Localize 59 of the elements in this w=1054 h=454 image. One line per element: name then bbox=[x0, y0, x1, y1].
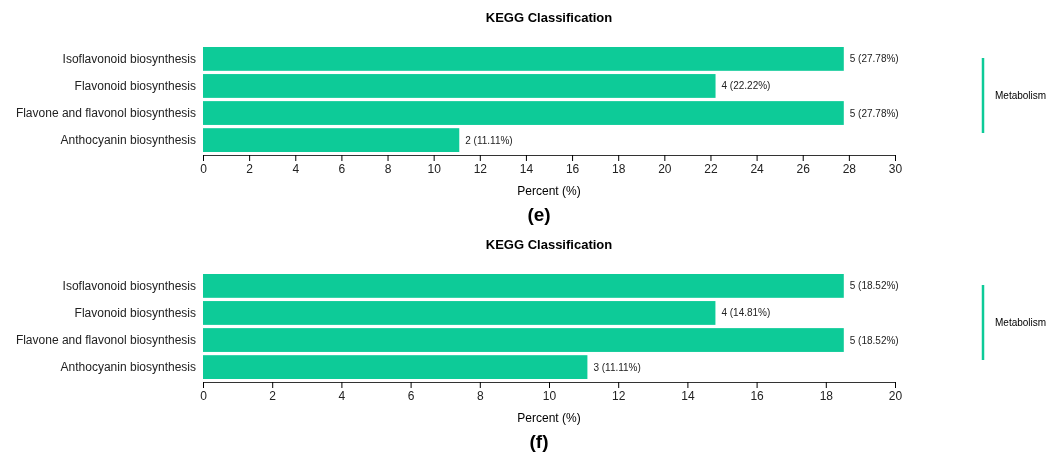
bar bbox=[203, 355, 588, 379]
x-tick-label: 14 bbox=[681, 388, 695, 403]
x-tick-label: 8 bbox=[476, 388, 484, 403]
x-axis-title: Percent (%) bbox=[517, 184, 581, 198]
x-tick-label: 6 bbox=[338, 161, 346, 176]
y-tick-label: Isoflavonoid biosynthesis bbox=[62, 52, 196, 67]
data-label: 5 (27.78%) bbox=[849, 53, 899, 65]
x-tick-label: 2 bbox=[269, 388, 277, 403]
y-tick-label: Anthocyanin biosynthesis bbox=[60, 133, 196, 148]
data-label: 5 (18.52%) bbox=[849, 334, 899, 346]
x-tick-label: 4 bbox=[338, 388, 346, 403]
x-tick-label: 22 bbox=[704, 161, 718, 176]
text: (e) bbox=[527, 204, 551, 225]
y-tick-label: Flavone and flavonol biosynthesis bbox=[15, 106, 196, 121]
x-tick-label: 10 bbox=[542, 388, 557, 403]
x-axis-title: Percent (%) bbox=[517, 411, 581, 425]
x-tick-label: 12 bbox=[473, 161, 488, 176]
x-tick-label: 20 bbox=[888, 388, 903, 403]
y-tick-label: Isoflavonoid biosynthesis bbox=[62, 279, 196, 294]
x-tick-label: 4 bbox=[292, 161, 300, 176]
x-tick-label: 16 bbox=[565, 161, 580, 176]
x-tick-label: 30 bbox=[888, 161, 903, 176]
x-tick-label: 18 bbox=[612, 161, 626, 176]
text: (f) bbox=[529, 431, 549, 452]
x-tick-label: 6 bbox=[407, 388, 415, 403]
text: Metabolism bbox=[995, 317, 1047, 328]
bar bbox=[203, 101, 844, 125]
x-tick-label: 2 bbox=[246, 161, 254, 176]
chart-title: KEGG Classification bbox=[485, 237, 613, 252]
y-tick-label: Flavonoid biosynthesis bbox=[74, 79, 196, 94]
data-label: 4 (22.22%) bbox=[721, 80, 771, 92]
bar bbox=[203, 47, 844, 71]
x-tick-label: 24 bbox=[750, 161, 765, 176]
x-tick-label: 20 bbox=[658, 161, 672, 176]
x-tick-label: 16 bbox=[750, 388, 765, 403]
bar bbox=[203, 328, 844, 352]
data-label: 4 (14.81%) bbox=[721, 307, 771, 319]
y-tick-label: Flavone and flavonol biosynthesis bbox=[15, 333, 196, 348]
data-label: 2 (11.11%) bbox=[465, 134, 513, 146]
data-label: 5 (27.78%) bbox=[849, 107, 899, 119]
data-label: 3 (11.11%) bbox=[593, 361, 641, 373]
bar bbox=[203, 301, 716, 325]
data-label: 5 (18.52%) bbox=[849, 280, 899, 292]
bar bbox=[203, 128, 460, 152]
x-tick-label: 14 bbox=[519, 161, 534, 176]
y-tick-label: Anthocyanin biosynthesis bbox=[60, 360, 196, 375]
x-tick-label: 12 bbox=[612, 388, 626, 403]
x-tick-label: 8 bbox=[384, 161, 392, 176]
y-tick-label: Flavonoid biosynthesis bbox=[74, 306, 196, 321]
x-tick-label: 0 bbox=[200, 161, 208, 176]
x-tick-label: 28 bbox=[842, 161, 857, 176]
text: Metabolism bbox=[995, 90, 1047, 101]
x-tick-label: 10 bbox=[427, 161, 442, 176]
bar bbox=[203, 274, 844, 298]
chart-title: KEGG Classification bbox=[485, 10, 613, 25]
bar bbox=[203, 74, 716, 98]
x-tick-label: 0 bbox=[200, 388, 208, 403]
x-tick-label: 18 bbox=[819, 388, 834, 403]
x-tick-label: 26 bbox=[796, 161, 811, 176]
